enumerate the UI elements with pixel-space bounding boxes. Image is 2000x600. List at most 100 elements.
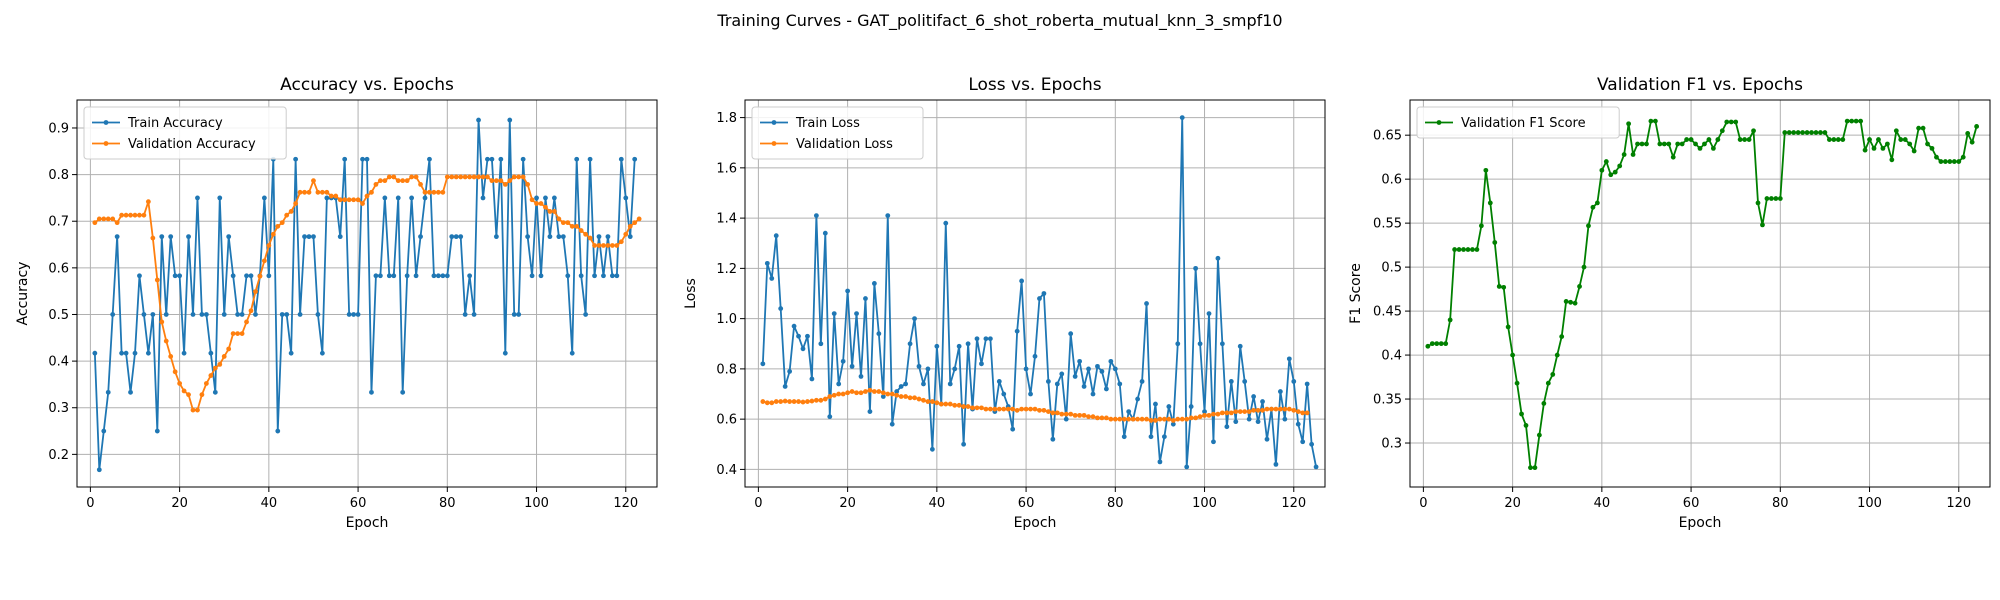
data-point [782, 398, 788, 404]
data-point [498, 156, 504, 162]
data-point [141, 312, 147, 317]
data-point [1086, 366, 1091, 372]
data-point [592, 273, 597, 279]
data-point [288, 209, 294, 214]
data-point [903, 381, 909, 387]
data-point [1103, 415, 1109, 421]
y-axis-label: Loss [683, 278, 699, 309]
data-point [342, 197, 348, 203]
data-point [1568, 299, 1574, 305]
data-point [760, 399, 766, 404]
x-tick-label: 0 [86, 496, 94, 511]
data-point [1090, 391, 1096, 397]
x-tick-label: 80 [1772, 496, 1789, 511]
legend-swatch-marker [771, 141, 777, 146]
data-point [1684, 137, 1690, 142]
data-point [1559, 334, 1565, 339]
data-point [1438, 341, 1444, 347]
data-point [565, 273, 571, 279]
data-point [1920, 125, 1926, 131]
data-point [1313, 464, 1319, 470]
data-point [1010, 406, 1016, 412]
data-point [163, 338, 169, 344]
data-point [1095, 415, 1100, 421]
data-point [1898, 137, 1904, 142]
data-point [1545, 380, 1551, 386]
data-point [854, 311, 859, 316]
data-point [983, 336, 989, 342]
series-line [93, 119, 636, 471]
data-point [355, 312, 361, 317]
data-point [467, 273, 473, 279]
data-point [556, 216, 562, 222]
data-point [427, 156, 432, 162]
data-point [1942, 159, 1948, 164]
data-point [525, 181, 531, 187]
data-point [1880, 145, 1886, 151]
y-tick-label: 1.6 [716, 161, 737, 176]
data-point [974, 336, 980, 342]
data-point [319, 350, 325, 356]
data-point [172, 369, 178, 375]
data-point [422, 195, 428, 201]
data-point [1251, 394, 1257, 399]
data-point [898, 384, 904, 389]
data-point [1501, 284, 1507, 290]
data-point [1893, 128, 1899, 134]
data-point [831, 392, 837, 398]
data-point [1050, 436, 1056, 442]
data-point [1148, 418, 1154, 423]
data-point [916, 396, 922, 402]
data-point [261, 258, 267, 264]
chart-f1: Validation F1 vs. Epochs 0 20 40 60 80 100 120 0… [1348, 75, 1991, 531]
x-axis-label: Epoch [1014, 515, 1057, 531]
data-point [186, 234, 191, 240]
data-point [934, 343, 940, 349]
data-point [1273, 406, 1279, 412]
data-point [485, 174, 490, 180]
data-point [489, 156, 495, 162]
data-point [221, 312, 227, 317]
data-point [556, 234, 562, 240]
data-point [889, 391, 895, 397]
data-point [435, 273, 441, 279]
data-point [1648, 118, 1654, 124]
data-point [476, 117, 481, 123]
data-point [440, 273, 446, 279]
y-tick-label: 0.35 [1373, 393, 1402, 408]
data-point [1644, 141, 1649, 147]
data-point [1161, 434, 1167, 440]
data-point [404, 273, 410, 279]
legend-box [83, 106, 287, 160]
data-point [1179, 115, 1185, 120]
data-point [1733, 119, 1739, 125]
data-point [1277, 406, 1283, 412]
plot-frame [1409, 99, 1991, 488]
data-point [894, 392, 900, 398]
data-point [1095, 363, 1100, 369]
data-point [360, 201, 365, 206]
data-point [284, 212, 290, 218]
data-point [1626, 121, 1632, 127]
data-point [351, 312, 357, 317]
data-point [226, 234, 232, 240]
x-tick-label: 100 [524, 496, 549, 511]
data-point [956, 343, 962, 349]
data-point [1193, 415, 1199, 421]
data-point [270, 231, 276, 237]
x-tick-label: 20 [839, 496, 856, 511]
data-point [1456, 247, 1462, 252]
data-point [369, 189, 374, 195]
data-point [1063, 411, 1069, 417]
data-point [1925, 141, 1930, 147]
data-point [822, 230, 828, 236]
data-point [1630, 152, 1636, 157]
data-point [1608, 172, 1614, 178]
data-point [302, 189, 307, 195]
data-point [1117, 416, 1123, 422]
data-point [601, 273, 606, 279]
data-point [1831, 137, 1837, 142]
data-point [239, 312, 245, 317]
data-point [1014, 328, 1020, 334]
data-point [1693, 141, 1698, 147]
